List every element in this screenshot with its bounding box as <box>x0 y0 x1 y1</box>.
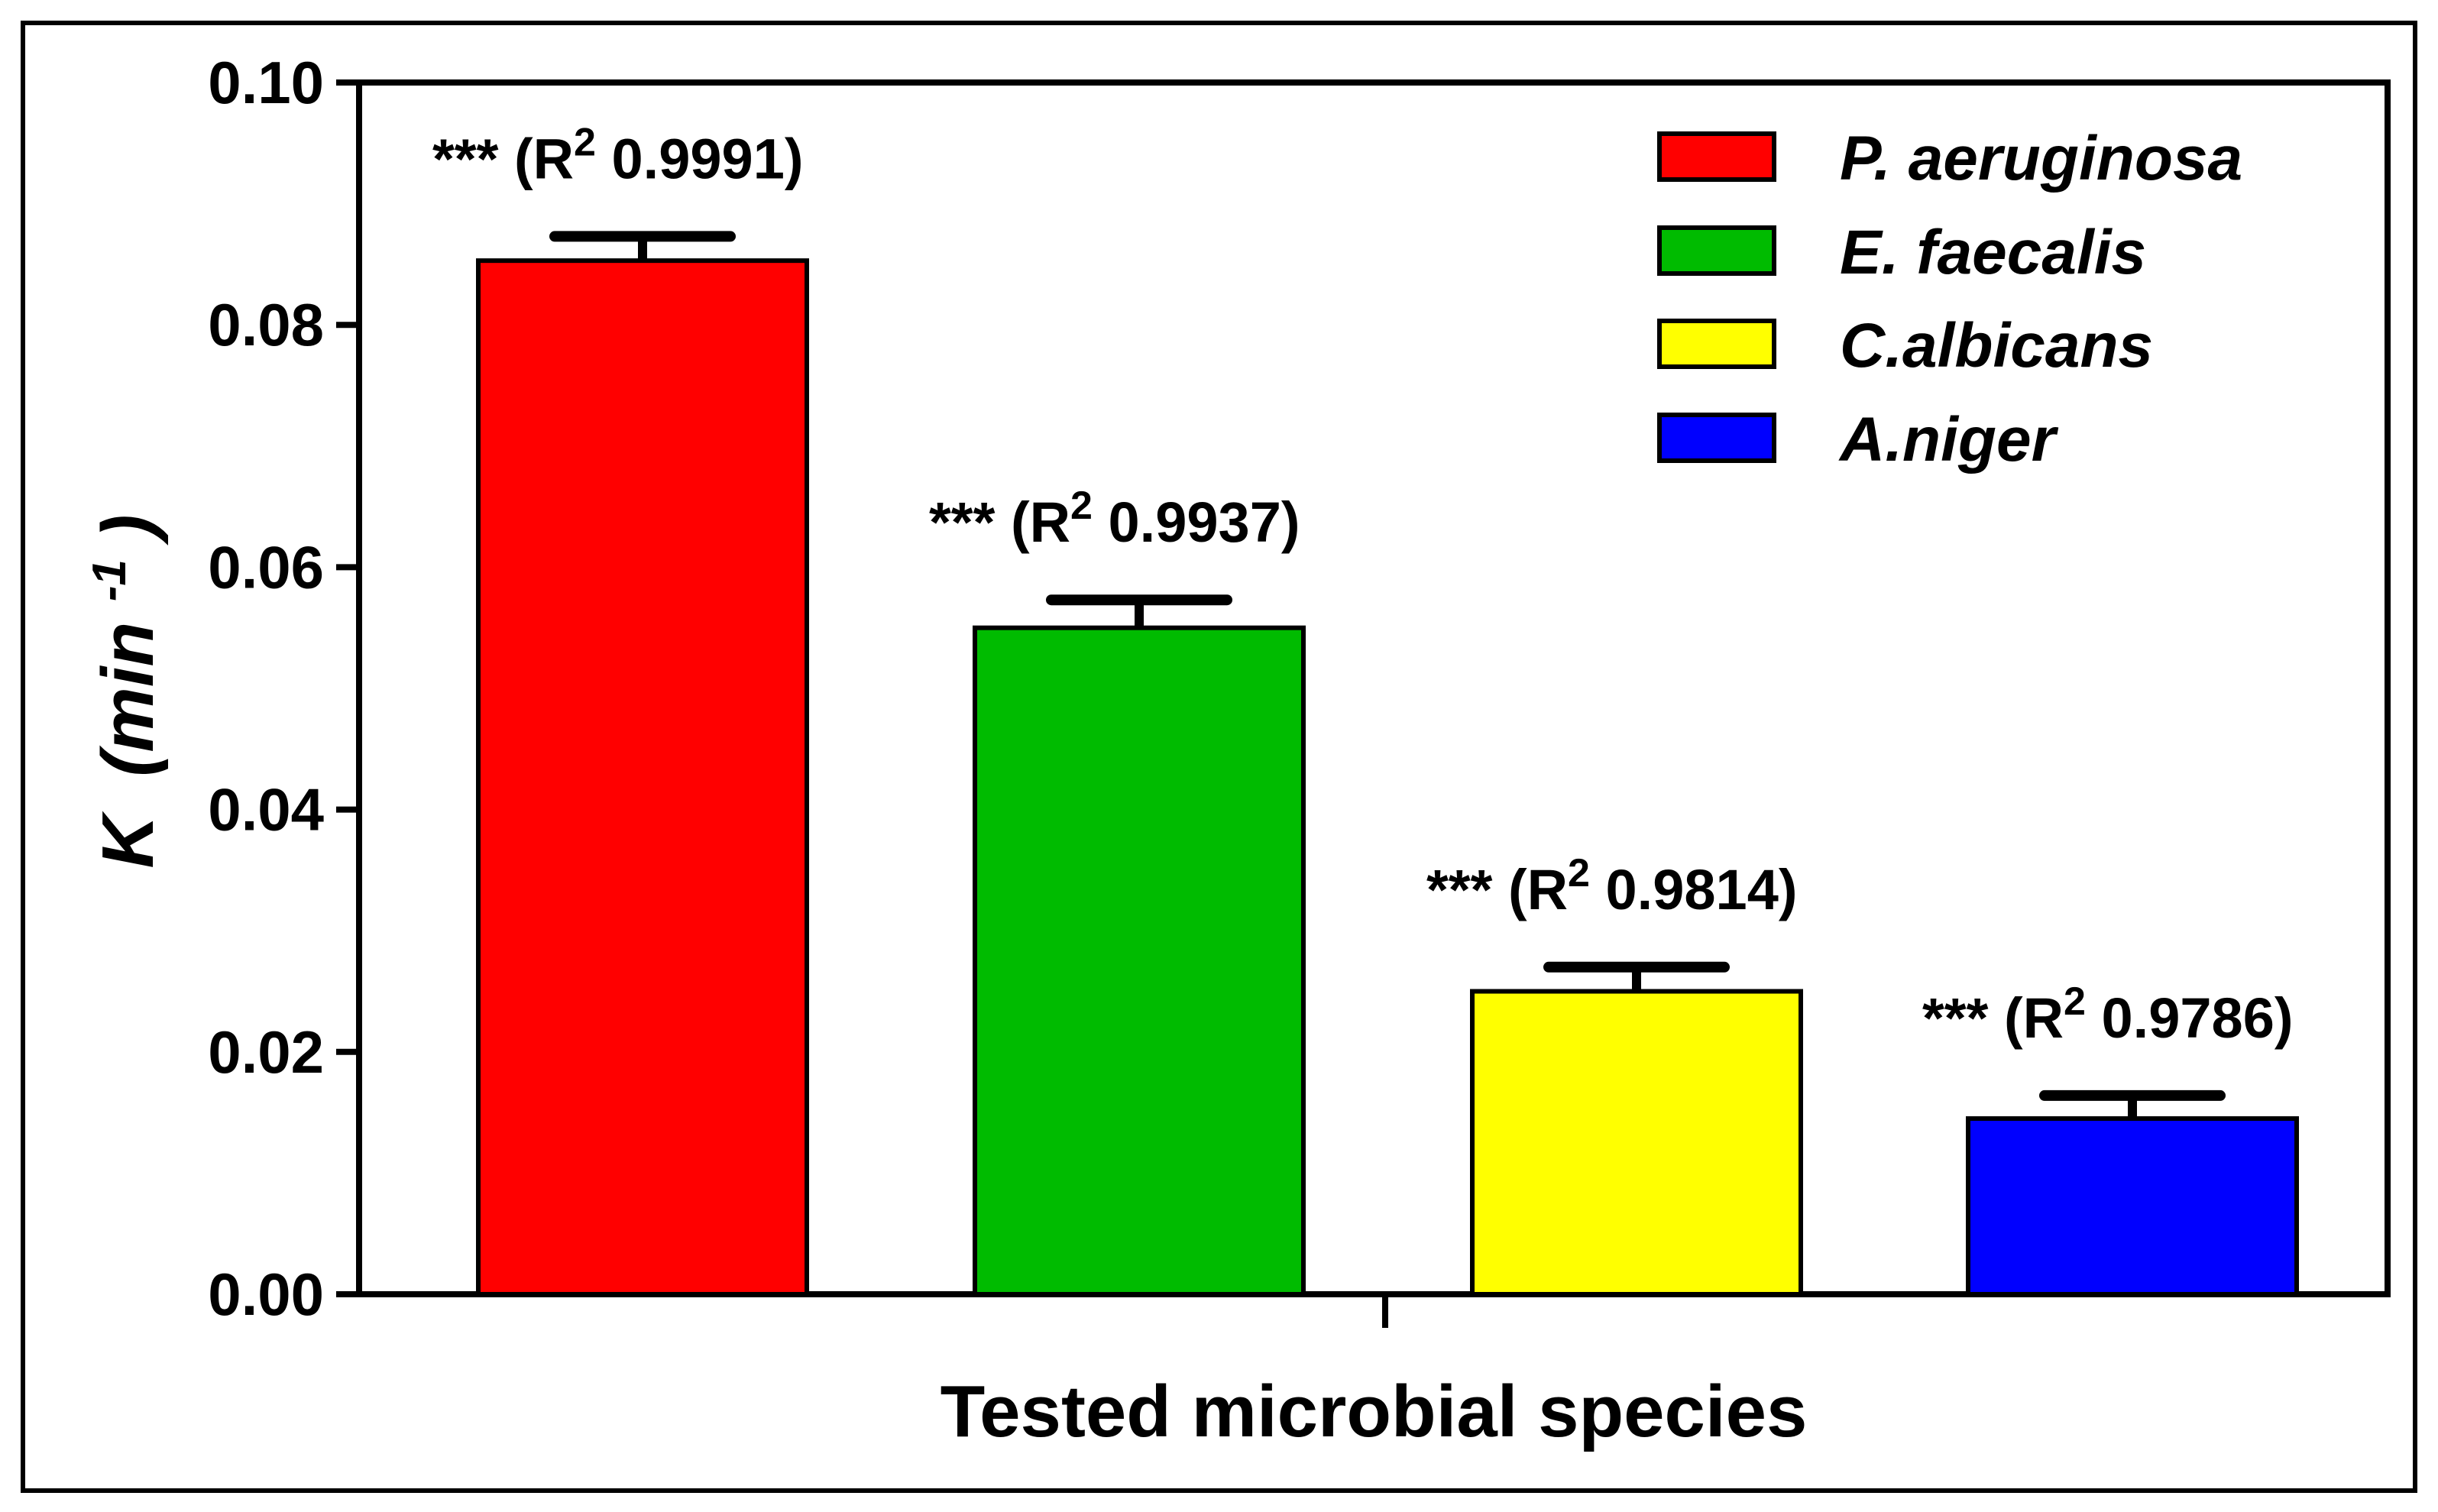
y-axis-symbol: K <box>87 811 169 869</box>
r-squared-value: 0.9937) <box>1093 491 1300 554</box>
r-squared-superscript: 2 <box>2064 979 2086 1024</box>
y-axis-label: K (min -1 ) <box>60 514 169 868</box>
y-axis-unit-open: (min <box>87 622 169 777</box>
r-squared-open: (R <box>1011 491 1070 554</box>
plot-area <box>356 79 2391 1328</box>
significance-stars: *** <box>1426 858 1508 921</box>
y-axis-unit-superscript: -1 <box>83 559 136 601</box>
legend-swatch <box>1657 413 1776 463</box>
y-tick-label: 0.04 <box>208 776 324 843</box>
r-squared-value: 0.9814) <box>1590 858 1798 921</box>
r-squared-value: 0.9786) <box>2086 986 2294 1050</box>
bar-e-faecalis <box>973 625 1306 1297</box>
r-squared-superscript: 2 <box>1070 484 1093 528</box>
y-tick-label: 0.10 <box>208 49 324 116</box>
significance-label: *** (R2 0.9991) <box>432 120 804 190</box>
significance-stars: *** <box>432 127 514 190</box>
plot-frame <box>356 79 2391 1297</box>
y-tick-label: 0.00 <box>208 1261 324 1328</box>
r-squared-superscript: 2 <box>1568 851 1590 895</box>
legend: P. aeruginosa E. faecalis C.albicans A.nige… <box>1657 124 2242 474</box>
legend-label: C.albicans <box>1840 311 2153 380</box>
bar-c-albicans <box>1470 989 1803 1297</box>
r-squared-superscript: 2 <box>574 120 596 164</box>
significance-annotations: *** (R2 0.9991)*** (R2 0.9937)*** (R2 0.… <box>432 120 2294 1049</box>
legend-label: P. aeruginosa <box>1840 124 2242 193</box>
significance-label: *** (R2 0.9937) <box>929 484 1300 554</box>
error-bars <box>549 231 2226 1119</box>
legend-swatch <box>1657 131 1776 182</box>
legend-swatch <box>1657 225 1776 276</box>
significance-stars: *** <box>929 491 1011 554</box>
y-tick-label: 0.06 <box>208 533 324 601</box>
legend-swatch <box>1657 319 1776 369</box>
legend-label: E. faecalis <box>1840 218 2146 287</box>
r-squared-open: (R <box>1508 858 1568 921</box>
bar-a-niger <box>1966 1116 2299 1297</box>
r-squared-value: 0.9991) <box>596 127 804 190</box>
y-axis: 0.00 0.02 0.04 0.06 0.08 0.10 <box>208 49 359 1328</box>
legend-label: A.niger <box>1838 405 2059 474</box>
r-squared-open: (R <box>514 127 574 190</box>
r-squared-open: (R <box>2004 986 2064 1050</box>
bar-p-aeruginosa <box>476 258 809 1297</box>
significance-label: *** (R2 0.9814) <box>1426 851 1798 921</box>
x-axis-label: Tested microbial species <box>941 1371 1808 1452</box>
y-tick-label: 0.08 <box>208 291 324 358</box>
significance-stars: *** <box>1922 986 2004 1050</box>
y-tick-label: 0.02 <box>208 1018 324 1086</box>
significance-label: *** (R2 0.9786) <box>1922 979 2294 1050</box>
